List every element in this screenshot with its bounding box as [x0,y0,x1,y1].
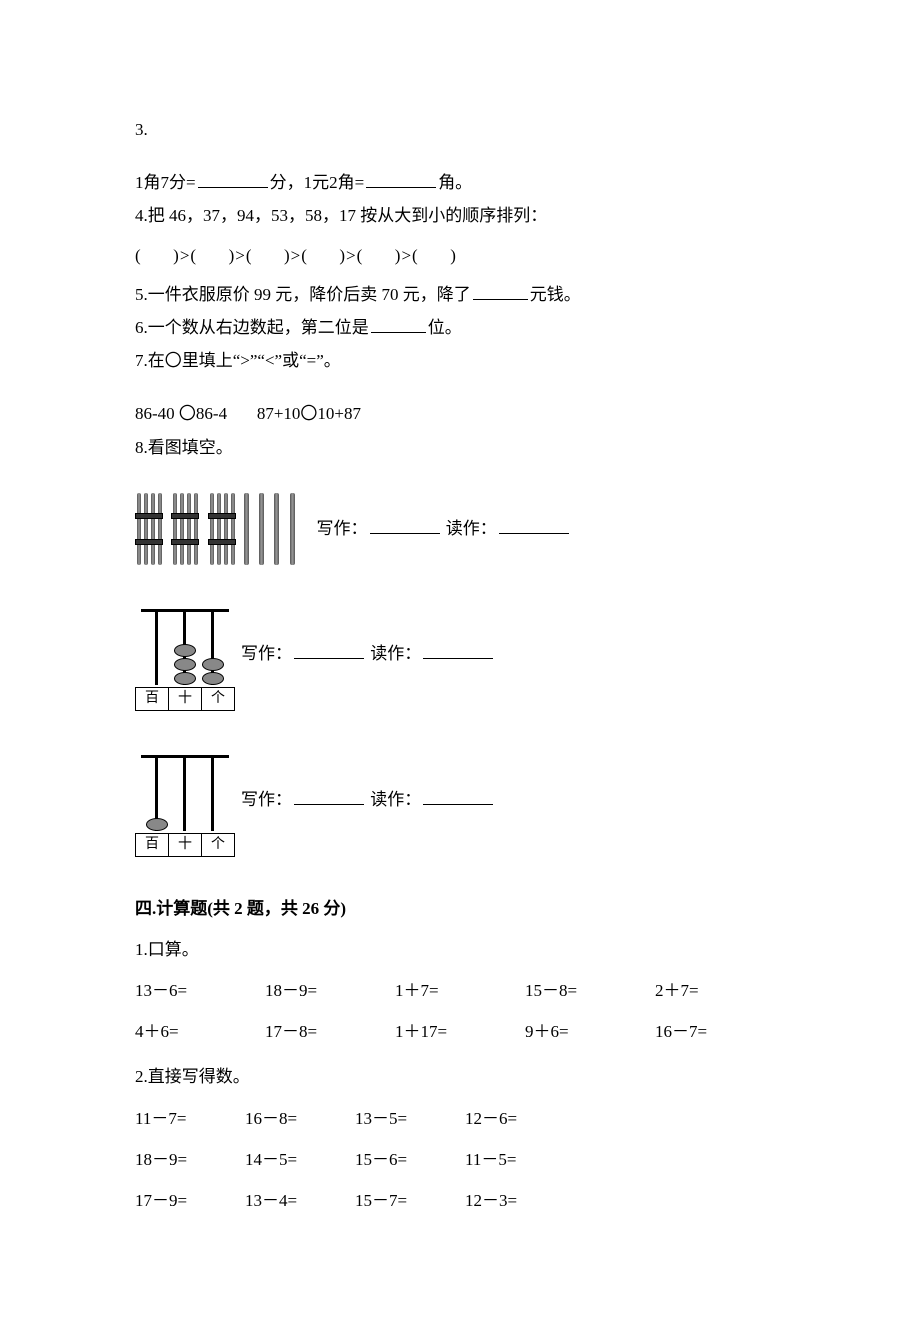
q3b-prefix: 1角7分= [135,173,196,192]
section4-title: 四.计算题(共 2 题，共 26 分) [135,895,785,922]
abacus-col-one: 个 [202,834,234,856]
abacus-icon: 百 十 个 [135,743,235,857]
q6-prefix: 6.一个数从右边数起，第二位是 [135,318,369,337]
read-label: 读作： [446,519,497,538]
q3-number: 3. [135,116,785,143]
read-label: 读作： [370,644,421,663]
calc-item[interactable]: 15－7= [355,1187,465,1214]
s4-q2-row1: 11－7= 16－8= 13－5= 12－6= [135,1105,785,1132]
calc-item[interactable]: 17－9= [135,1187,245,1214]
blank[interactable] [371,316,426,333]
s4-q1-title: 1.口算。 [135,936,785,963]
calc-item[interactable]: 11－7= [135,1105,245,1132]
blank[interactable] [423,642,493,659]
calc-item[interactable]: 1＋7= [395,977,525,1004]
blank[interactable] [366,171,436,188]
calc-item[interactable]: 15－6= [355,1146,465,1173]
calc-item[interactable]: 13－5= [355,1105,465,1132]
write-label: 写作： [241,644,292,663]
blank[interactable] [423,788,493,805]
s4-q2-title: 2.直接写得数。 [135,1063,785,1090]
q6-line: 6.一个数从右边数起，第二位是 位。 [135,314,785,341]
calc-item[interactable]: 1＋17= [395,1018,525,1045]
blank[interactable] [294,788,364,805]
calc-item[interactable]: 16－7= [655,1018,785,1045]
q3b-line: 1角7分= 分，1元2角= 角。 [135,169,785,196]
s4-q1-row1: 13－6= 18－9= 1＋7= 15－8= 2＋7= [135,977,785,1004]
q7-text: 7.在〇里填上“>”“<”或“=”。 [135,347,785,374]
s4-q1-row2: 4＋6= 17－8= 1＋17= 9＋6= 16－7= [135,1018,785,1045]
q5-line: 5.一件衣服原价 99 元，降价后卖 70 元，降了 元钱。 [135,281,785,308]
blank[interactable] [370,517,440,534]
q8-fig2: 百 十 个 写作： 读作： [135,597,785,711]
page: 3. 1角7分= 分，1元2角= 角。 4.把 46，37，94，53，58，17 … [0,0,920,1328]
calc-item[interactable]: 18－9= [265,977,395,1004]
calc-item[interactable]: 2＋7= [655,977,785,1004]
calc-item[interactable]: 14－5= [245,1146,355,1173]
q4-paren-row[interactable]: ( )>( )>( )>( )>( )>( ) [135,242,785,269]
calc-item[interactable]: 18－9= [135,1146,245,1173]
q8-fig1: 写作： 读作： [135,493,785,565]
q5-suffix: 元钱。 [530,285,581,304]
s4-q2-row3: 17－9= 13－4= 15－7= 12－3= [135,1187,785,1214]
q3b-suffix: 角。 [438,173,472,192]
abacus-col-hundred: 百 [136,834,169,856]
q3b-mid: 分，1元2角= [270,173,365,192]
blank[interactable] [499,517,569,534]
write-label: 写作： [241,790,292,809]
calc-item[interactable]: 12－6= [465,1105,575,1132]
calc-item[interactable]: 9＋6= [525,1018,655,1045]
blank[interactable] [473,283,528,300]
write-label: 写作： [317,519,368,538]
calc-item[interactable]: 11－5= [465,1146,575,1173]
q6-suffix: 位。 [428,318,462,337]
q8-fig3: 百 十 个 写作： 读作： [135,743,785,857]
calc-item[interactable]: 12－3= [465,1187,575,1214]
abacus-col-hundred: 百 [136,688,169,710]
calc-item[interactable]: 16－8= [245,1105,355,1132]
q5-prefix: 5.一件衣服原价 99 元，降价后卖 70 元，降了 [135,285,471,304]
blank[interactable] [294,642,364,659]
abacus-col-one: 个 [202,688,234,710]
abacus-col-ten: 十 [169,834,202,856]
q7-expr: 86-40 〇86-4 87+10〇10+87 [135,400,785,427]
q4-text: 4.把 46，37，94，53，58，17 按从大到小的顺序排列： [135,202,785,229]
read-label: 读作： [370,790,421,809]
calc-item[interactable]: 4＋6= [135,1018,265,1045]
abacus-col-ten: 十 [169,688,202,710]
s4-q2-row2: 18－9= 14－5= 15－6= 11－5= [135,1146,785,1173]
abacus-icon: 百 十 个 [135,597,235,711]
blank[interactable] [198,171,268,188]
calc-item[interactable]: 17－8= [265,1018,395,1045]
calc-item[interactable]: 13－6= [135,977,265,1004]
counting-sticks-icon [135,493,301,565]
calc-item[interactable]: 15－8= [525,977,655,1004]
q8-title: 8.看图填空。 [135,434,785,461]
calc-item[interactable]: 13－4= [245,1187,355,1214]
